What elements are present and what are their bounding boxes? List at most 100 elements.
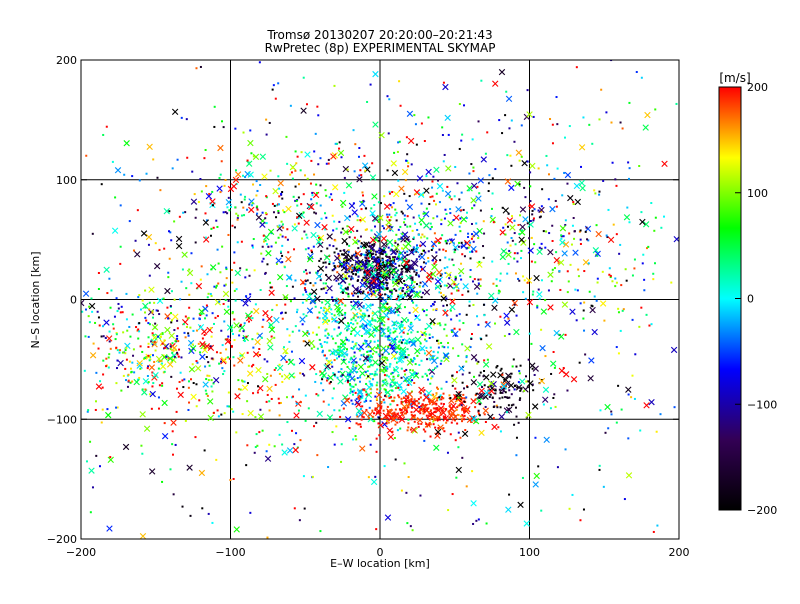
data-point-x	[418, 253, 426, 261]
data-point	[413, 373, 416, 376]
data-point	[549, 117, 552, 120]
data-point	[410, 249, 413, 252]
data-point	[381, 334, 384, 337]
data-point	[519, 364, 522, 367]
data-point	[621, 309, 624, 312]
data-point	[434, 203, 437, 206]
data-point-x	[327, 374, 334, 381]
data-point	[452, 241, 455, 244]
data-point-x	[317, 265, 325, 272]
data-point	[413, 382, 416, 385]
data-point-x	[607, 236, 615, 244]
data-point	[673, 406, 676, 409]
data-point	[279, 250, 282, 253]
data-point	[447, 133, 450, 136]
x-axis-ticks: −200 −100 0 100 200	[66, 60, 690, 559]
colorbar-tick-label: −200	[747, 504, 777, 517]
data-point-x	[410, 340, 417, 348]
data-point	[350, 385, 353, 388]
data-point	[490, 215, 493, 218]
data-point	[139, 308, 142, 311]
data-point-x	[363, 292, 371, 300]
data-point-x	[391, 381, 399, 388]
data-point	[101, 325, 104, 328]
data-point	[147, 354, 150, 357]
data-point	[440, 218, 443, 221]
data-point	[364, 314, 367, 317]
data-point	[97, 347, 100, 350]
data-point	[281, 191, 284, 194]
data-point	[356, 347, 359, 350]
data-point	[528, 332, 531, 335]
data-point	[376, 339, 379, 342]
data-point	[380, 217, 383, 220]
data-point	[288, 334, 291, 337]
data-point	[102, 133, 105, 136]
data-point-x	[107, 456, 114, 464]
data-point	[398, 299, 401, 302]
data-point-x	[333, 274, 340, 281]
data-point	[174, 443, 177, 446]
data-point	[415, 372, 418, 375]
data-point	[126, 329, 129, 332]
data-point	[449, 397, 452, 400]
data-point	[449, 309, 452, 312]
data-point-x	[202, 219, 210, 226]
data-point	[393, 321, 396, 324]
data-point	[235, 288, 238, 291]
data-point	[376, 368, 379, 371]
data-point	[231, 224, 234, 227]
data-point-x	[526, 111, 533, 118]
data-point	[349, 278, 352, 281]
data-point	[117, 307, 120, 310]
data-point	[430, 413, 433, 416]
data-point	[279, 401, 282, 404]
data-point-x	[248, 206, 255, 214]
data-point	[370, 293, 373, 296]
data-point	[513, 423, 516, 426]
data-point	[436, 215, 439, 218]
data-point	[494, 322, 497, 325]
data-point	[562, 235, 565, 238]
data-point	[298, 329, 301, 332]
data-point	[387, 345, 390, 348]
data-point	[397, 282, 400, 285]
data-point	[463, 387, 466, 390]
data-point-x	[625, 386, 632, 393]
data-point	[533, 208, 536, 211]
data-point	[303, 507, 306, 510]
data-point	[380, 300, 383, 303]
data-point	[302, 293, 305, 296]
data-point	[654, 262, 657, 265]
data-point	[152, 158, 155, 161]
data-point-x	[578, 179, 586, 187]
data-point	[174, 340, 177, 343]
data-point	[442, 403, 445, 406]
data-point	[557, 262, 560, 265]
data-point-x	[139, 411, 146, 418]
data-point-x	[386, 238, 394, 246]
data-point-x	[392, 367, 400, 374]
data-point	[450, 421, 453, 424]
data-point	[331, 198, 334, 201]
data-point	[650, 202, 653, 205]
data-point	[215, 458, 218, 461]
data-point	[262, 257, 265, 260]
data-point	[471, 470, 474, 473]
data-point	[303, 374, 306, 377]
data-point	[376, 268, 379, 271]
data-point	[418, 255, 421, 258]
data-point	[356, 287, 359, 290]
data-point	[442, 81, 445, 84]
data-point	[268, 443, 271, 446]
data-point	[429, 346, 432, 349]
data-point	[217, 282, 220, 285]
data-point	[294, 150, 297, 153]
data-point	[268, 121, 271, 124]
data-point	[343, 176, 346, 179]
data-point-x	[186, 464, 193, 471]
data-point	[330, 361, 333, 364]
data-point	[365, 269, 368, 272]
data-point	[584, 230, 587, 233]
data-point	[312, 284, 315, 287]
